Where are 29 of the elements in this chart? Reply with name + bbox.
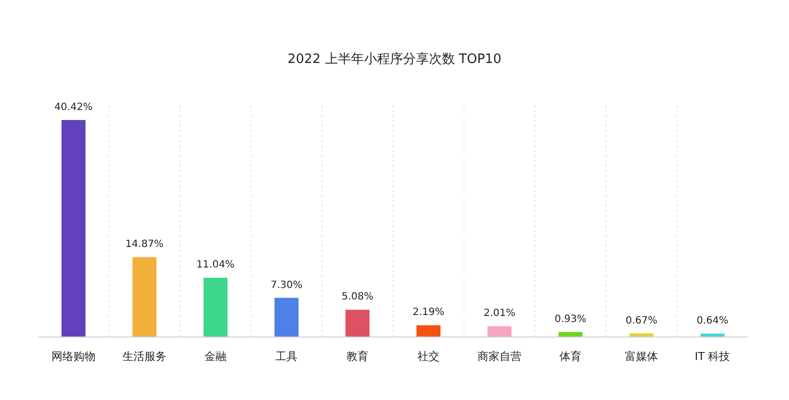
x-tick-label: IT 科技 (694, 350, 730, 363)
x-tick-label: 社交 (418, 350, 440, 363)
x-tick-label: 生活服务 (122, 350, 166, 363)
x-tick-label: 网络购物 (52, 350, 96, 363)
data-label: 0.64% (696, 316, 728, 327)
x-tick-label: 商家自营 (478, 350, 522, 363)
data-label: 2.19% (412, 307, 444, 318)
data-label: 0.67% (626, 315, 658, 326)
bar (416, 325, 440, 337)
x-tick-label: 教育 (346, 350, 368, 363)
bar (62, 120, 86, 337)
bar (132, 257, 156, 337)
x-tick-label: 富媒体 (625, 350, 658, 363)
bar (204, 278, 228, 337)
data-label: 11.04% (196, 260, 235, 271)
bar (488, 326, 512, 337)
bar (558, 332, 582, 337)
chart-title: 2022 上半年小程序分享次数 TOP10 (288, 51, 502, 67)
data-label: 5.08% (342, 292, 374, 303)
bar (346, 310, 370, 337)
data-label: 7.30% (270, 280, 302, 291)
x-tick-label: 金融 (204, 350, 226, 363)
data-label: 40.42% (54, 102, 93, 113)
data-label: 14.87% (125, 239, 164, 250)
data-label: 2.01% (484, 308, 516, 320)
data-label: 0.93% (554, 314, 586, 326)
bar (274, 298, 298, 337)
x-tick-label: 工具 (276, 350, 298, 363)
x-tick-label: 体育 (560, 350, 582, 363)
